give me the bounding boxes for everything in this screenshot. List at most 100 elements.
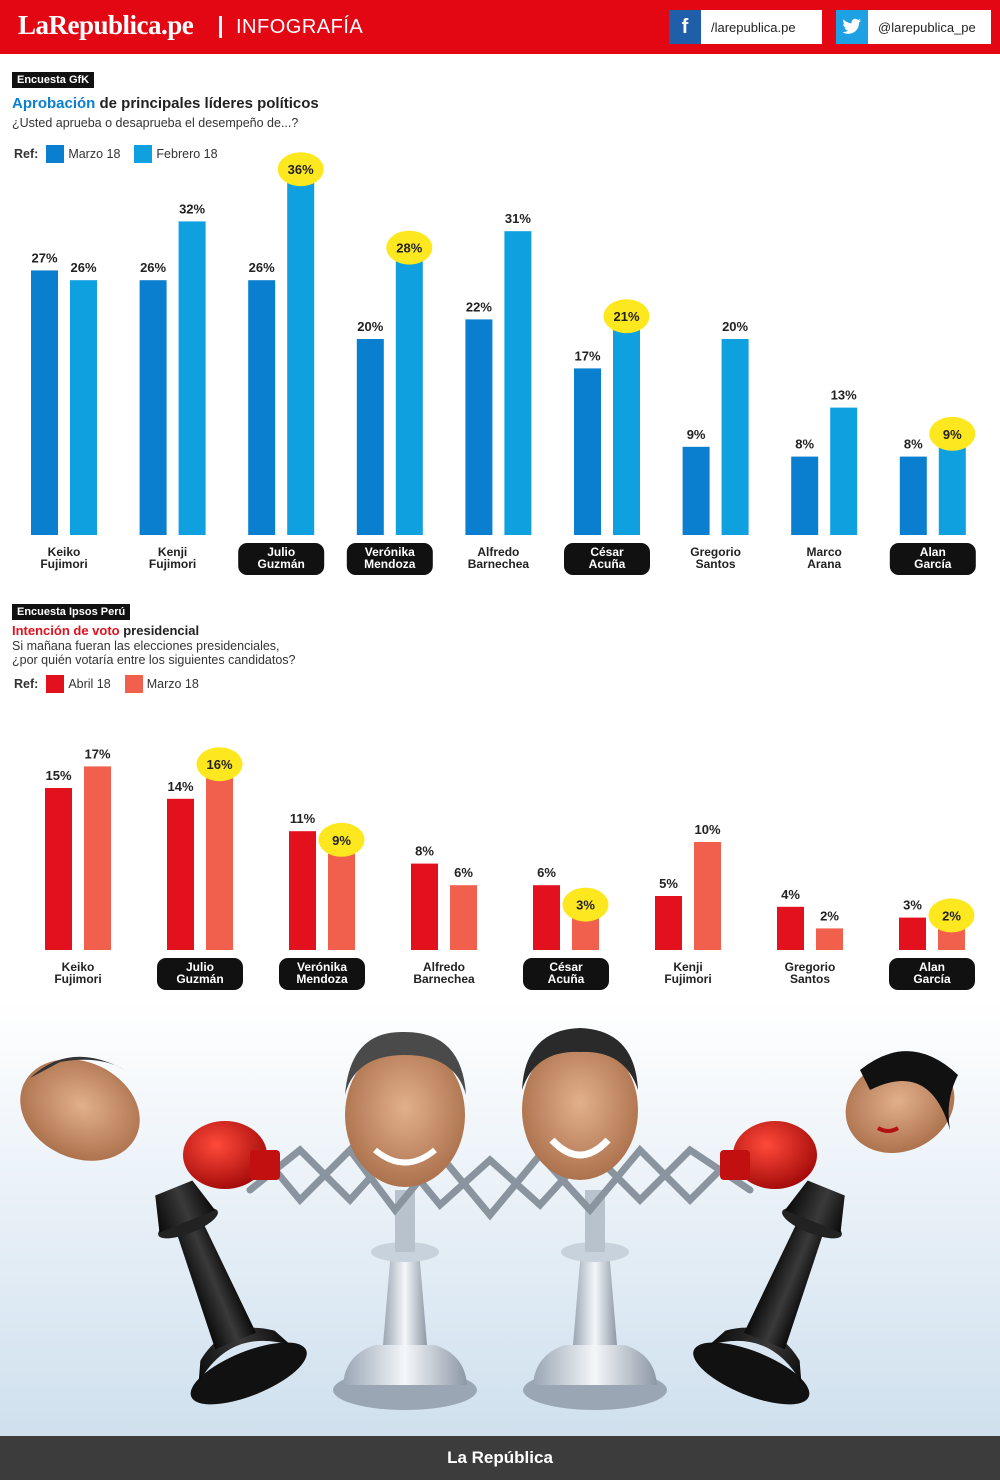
legend-label: Marzo 18 xyxy=(68,147,121,161)
value-label: 6% xyxy=(454,865,473,880)
bar-febrero-18-keiko-fujimori xyxy=(70,280,97,535)
bar-abril-18-julio-guzmán xyxy=(167,798,194,950)
category-pill xyxy=(346,543,433,575)
category-pill xyxy=(889,543,976,575)
value-label: 20% xyxy=(357,319,383,334)
category-label: García xyxy=(914,557,952,571)
legend-label: Febrero 18 xyxy=(156,147,218,161)
survey2-legend: Ref: Abril 18 Marzo 18 xyxy=(14,675,213,693)
section-label: INFOGRAFÍA xyxy=(236,16,364,38)
bar-febrero-18-kenji-fujimori xyxy=(178,221,206,535)
head-center-right xyxy=(522,1028,638,1180)
value-label: 27% xyxy=(31,250,57,265)
category-label: Verónika xyxy=(297,960,347,974)
vote-intention-chart-svg: 15%17%KeikoFujimori14%16%JulioGuzmán11%9… xyxy=(45,746,975,990)
category-label: Alfredo xyxy=(423,960,465,974)
value-label: 11% xyxy=(290,811,316,826)
survey2-title-highlight: Intención de voto xyxy=(12,623,120,638)
bar-marzo-18-alan-garcía xyxy=(899,456,927,535)
bar-marzo-18-alfredo-barnechea xyxy=(450,885,477,950)
head-center-left xyxy=(345,1031,466,1187)
highlight-bubble xyxy=(318,822,365,857)
value-label: 16% xyxy=(206,757,232,772)
black-chess-piece-right xyxy=(693,1180,845,1405)
header-bar: LaRepublica.pe INFOGRAFÍA f /larepublica… xyxy=(0,0,1000,54)
bar-abril-18-alfredo-barnechea xyxy=(411,863,438,950)
value-label: 9% xyxy=(943,427,962,442)
bar-abril-18-alan-garcía xyxy=(899,917,926,950)
category-label: Alfredo xyxy=(477,545,519,559)
value-label: 3% xyxy=(576,898,595,913)
category-label: Arana xyxy=(807,557,841,571)
facebook-link[interactable]: f /larepublica.pe xyxy=(669,10,822,44)
bar-abril-18-gregorio-santos xyxy=(777,906,804,950)
value-label: 5% xyxy=(659,876,678,891)
highlight-bubble xyxy=(603,299,650,334)
value-label: 17% xyxy=(84,746,110,761)
value-label: 26% xyxy=(249,260,275,275)
category-pill xyxy=(889,958,975,990)
facebook-icon: f xyxy=(669,10,701,44)
value-label: 26% xyxy=(140,260,166,275)
boxing-chess-illustration xyxy=(0,1000,1000,1436)
approval-chart: 27% 26% Keiko Fujimori 26% 32% Kenji Fujimori 26… xyxy=(0,0,1000,590)
category-label: Barnechea xyxy=(413,972,475,986)
value-label: 3% xyxy=(903,898,922,913)
category-label: Keiko xyxy=(62,960,95,974)
twitter-link[interactable]: @larepublica_pe xyxy=(836,10,991,44)
value-label: 13% xyxy=(831,388,857,403)
category-label: Fujimori xyxy=(664,972,711,986)
highlight-bubble xyxy=(929,416,976,451)
bar-febrero-18-verónika-mendoza xyxy=(395,260,423,535)
category-label: Kenji xyxy=(673,960,702,974)
bar-abril-18-kenji-fujimori xyxy=(655,896,682,950)
category-pill xyxy=(401,958,487,990)
bar-marzo-18-gregorio-santos xyxy=(816,928,843,950)
category-label: García xyxy=(913,972,951,986)
category-pill xyxy=(238,543,325,575)
survey2-question-line1: Si mañana fueran las elecciones presiden… xyxy=(12,639,280,653)
value-label: 22% xyxy=(466,299,492,314)
legend-label: Abril 18 xyxy=(68,677,111,691)
value-label: 8% xyxy=(795,437,814,452)
category-label: Acuña xyxy=(548,972,585,986)
survey2-title-rest: presidencial xyxy=(119,623,200,638)
facebook-handle: /larepublica.pe xyxy=(711,19,796,35)
category-pill xyxy=(279,958,365,990)
bar-marzo-18-marco-arana xyxy=(791,456,819,535)
bar-marzo-18-alan-garcía xyxy=(938,928,965,950)
survey1-ref-label: Ref: xyxy=(14,147,39,161)
category-pill xyxy=(767,958,853,990)
bar-marzo-18-césar-acuña xyxy=(574,368,601,535)
bar-marzo-18-keiko-fujimori xyxy=(31,270,58,535)
value-label: 9% xyxy=(687,427,706,442)
bar-febrero-18-julio-guzmán xyxy=(287,182,315,535)
category-label: Acuña xyxy=(589,557,626,571)
category-pill xyxy=(129,543,216,575)
category-label: Kenji xyxy=(158,545,187,559)
white-chess-piece-left xyxy=(333,1190,477,1410)
category-label: Alan xyxy=(920,545,946,559)
category-label: Fujimori xyxy=(54,972,101,986)
category-label: Guzmán xyxy=(258,557,305,571)
head-right-knocked xyxy=(845,1051,958,1153)
category-label: Fujimori xyxy=(149,557,196,571)
category-label: Guzmán xyxy=(176,972,223,986)
survey1-title-rest: de principales líderes políticos xyxy=(95,95,319,112)
value-label: 36% xyxy=(288,162,314,177)
category-pill xyxy=(523,958,609,990)
bar-febrero-18-marco-arana xyxy=(830,407,858,535)
vote-intention-chart: 15% 17% Keiko Fujimori 14% 16% Julio Guzmán 11% 9… xyxy=(45,746,975,990)
survey2-question-line2: ¿por quién votaría entre los siguientes … xyxy=(12,653,296,667)
value-label: 17% xyxy=(574,348,600,363)
bar-febrero-18-alfredo-barnechea xyxy=(504,231,532,535)
survey1-question: ¿Usted aprueba o desaprueba el desempeño… xyxy=(12,116,299,130)
brand-logo[interactable]: LaRepublica.pe xyxy=(18,10,194,40)
survey2-title: Intención de voto presidencial xyxy=(12,623,199,638)
legend-swatch-marzo xyxy=(46,145,65,163)
survey2-tag: Encuesta Ipsos Perú xyxy=(12,604,131,620)
bar-marzo-18-césar-acuña xyxy=(572,917,599,950)
value-label: 26% xyxy=(70,260,96,275)
category-label: Alan xyxy=(919,960,945,974)
survey1-title: Aprobación de principales líderes políti… xyxy=(12,95,319,112)
